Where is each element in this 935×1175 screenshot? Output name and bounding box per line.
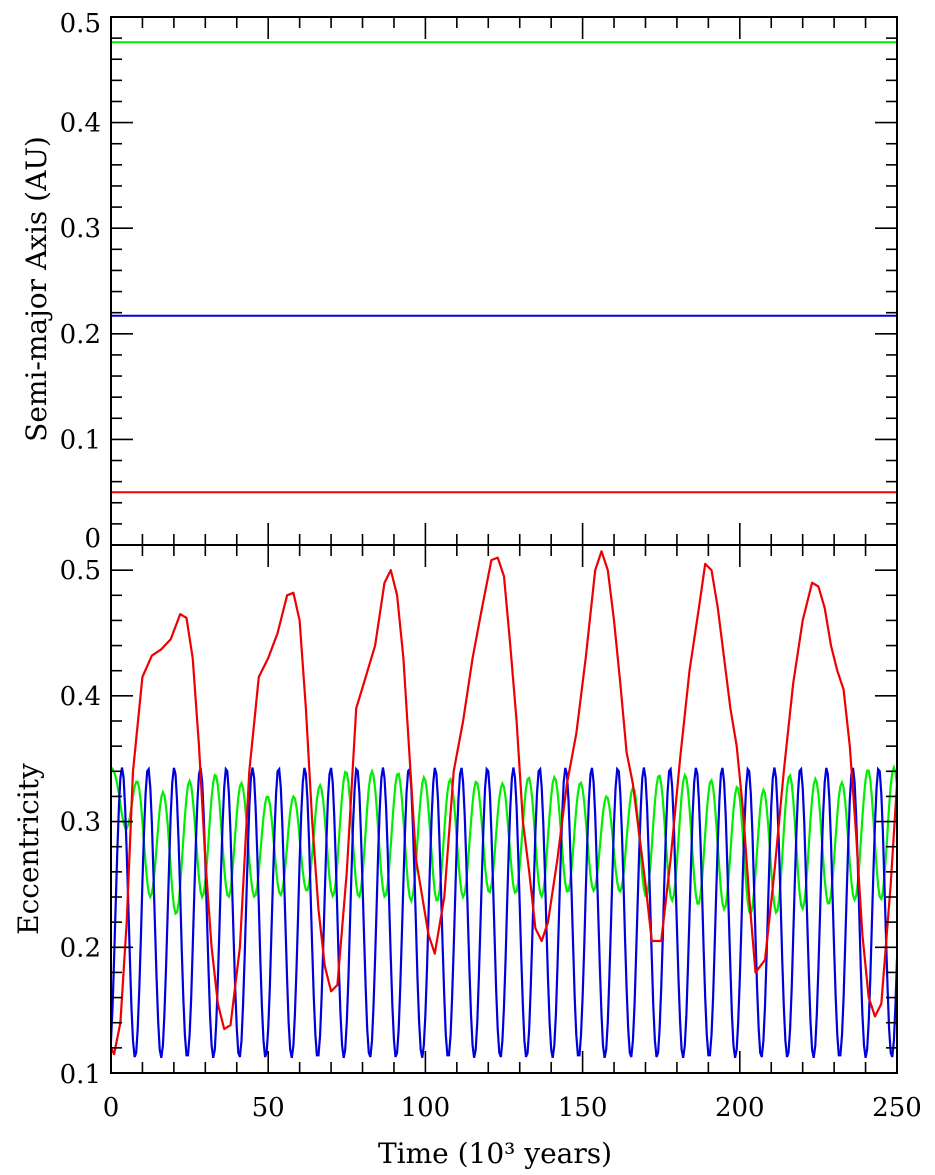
- y-tick-label: 0.2: [60, 320, 101, 350]
- x-tick-label: 50: [252, 1093, 285, 1123]
- semimajor-plot-frame: [110, 16, 898, 546]
- semimajor-series-group: [111, 41, 897, 494]
- eccentricity-series-blue: [111, 766, 897, 1059]
- y-tick-label: 0.5: [60, 556, 101, 586]
- eccentricity-series-group: [111, 550, 897, 1059]
- x-tick-label: 150: [558, 1093, 608, 1123]
- y-tick-label: 0.4: [60, 109, 101, 139]
- y-tick-label: 0.1: [60, 1060, 101, 1090]
- eccentricity-plot-frame: [110, 544, 898, 1074]
- y-tick-label: 0.1: [60, 425, 101, 455]
- time-x-tick-labels: 0 50 100 150 200 250: [103, 1093, 922, 1123]
- eccentricity-series-green: [111, 763, 897, 917]
- x-tick-label: 100: [401, 1093, 451, 1123]
- y-tick-label: 0.3: [60, 808, 101, 838]
- x-tick-label: 0: [103, 1093, 120, 1123]
- semimajor-axis-panel: 0 0.1 0.2 0.3 0.4 0.5 Semi-major Axis (AU): [20, 9, 898, 554]
- eccentricity-series-red: [111, 550, 897, 1056]
- y-tick-label: 0.5: [60, 9, 101, 39]
- x-tick-label: 200: [715, 1093, 765, 1123]
- y-tick-label: 0: [84, 524, 101, 554]
- semimajor-y-tick-labels: 0 0.1 0.2 0.3 0.4 0.5: [60, 9, 101, 554]
- eccentricity-panel: 0.1 0.2 0.3 0.4 0.5 0 50 100 150 200 250 Eccentri…: [12, 544, 922, 1170]
- y-tick-label: 0.2: [60, 933, 101, 963]
- y-tick-label: 0.3: [60, 214, 101, 244]
- y-tick-label: 0.4: [60, 682, 101, 712]
- semimajor-ticks: [110, 16, 898, 546]
- x-tick-label: 250: [872, 1093, 922, 1123]
- time-x-axis-label: Time (10³ years): [378, 1137, 612, 1170]
- eccentricity-y-axis-label: Eccentricity: [12, 763, 45, 935]
- semimajor-y-axis-label: Semi-major Axis (AU): [20, 136, 53, 442]
- eccentricity-y-tick-labels: 0.1 0.2 0.3 0.4 0.5: [60, 556, 101, 1090]
